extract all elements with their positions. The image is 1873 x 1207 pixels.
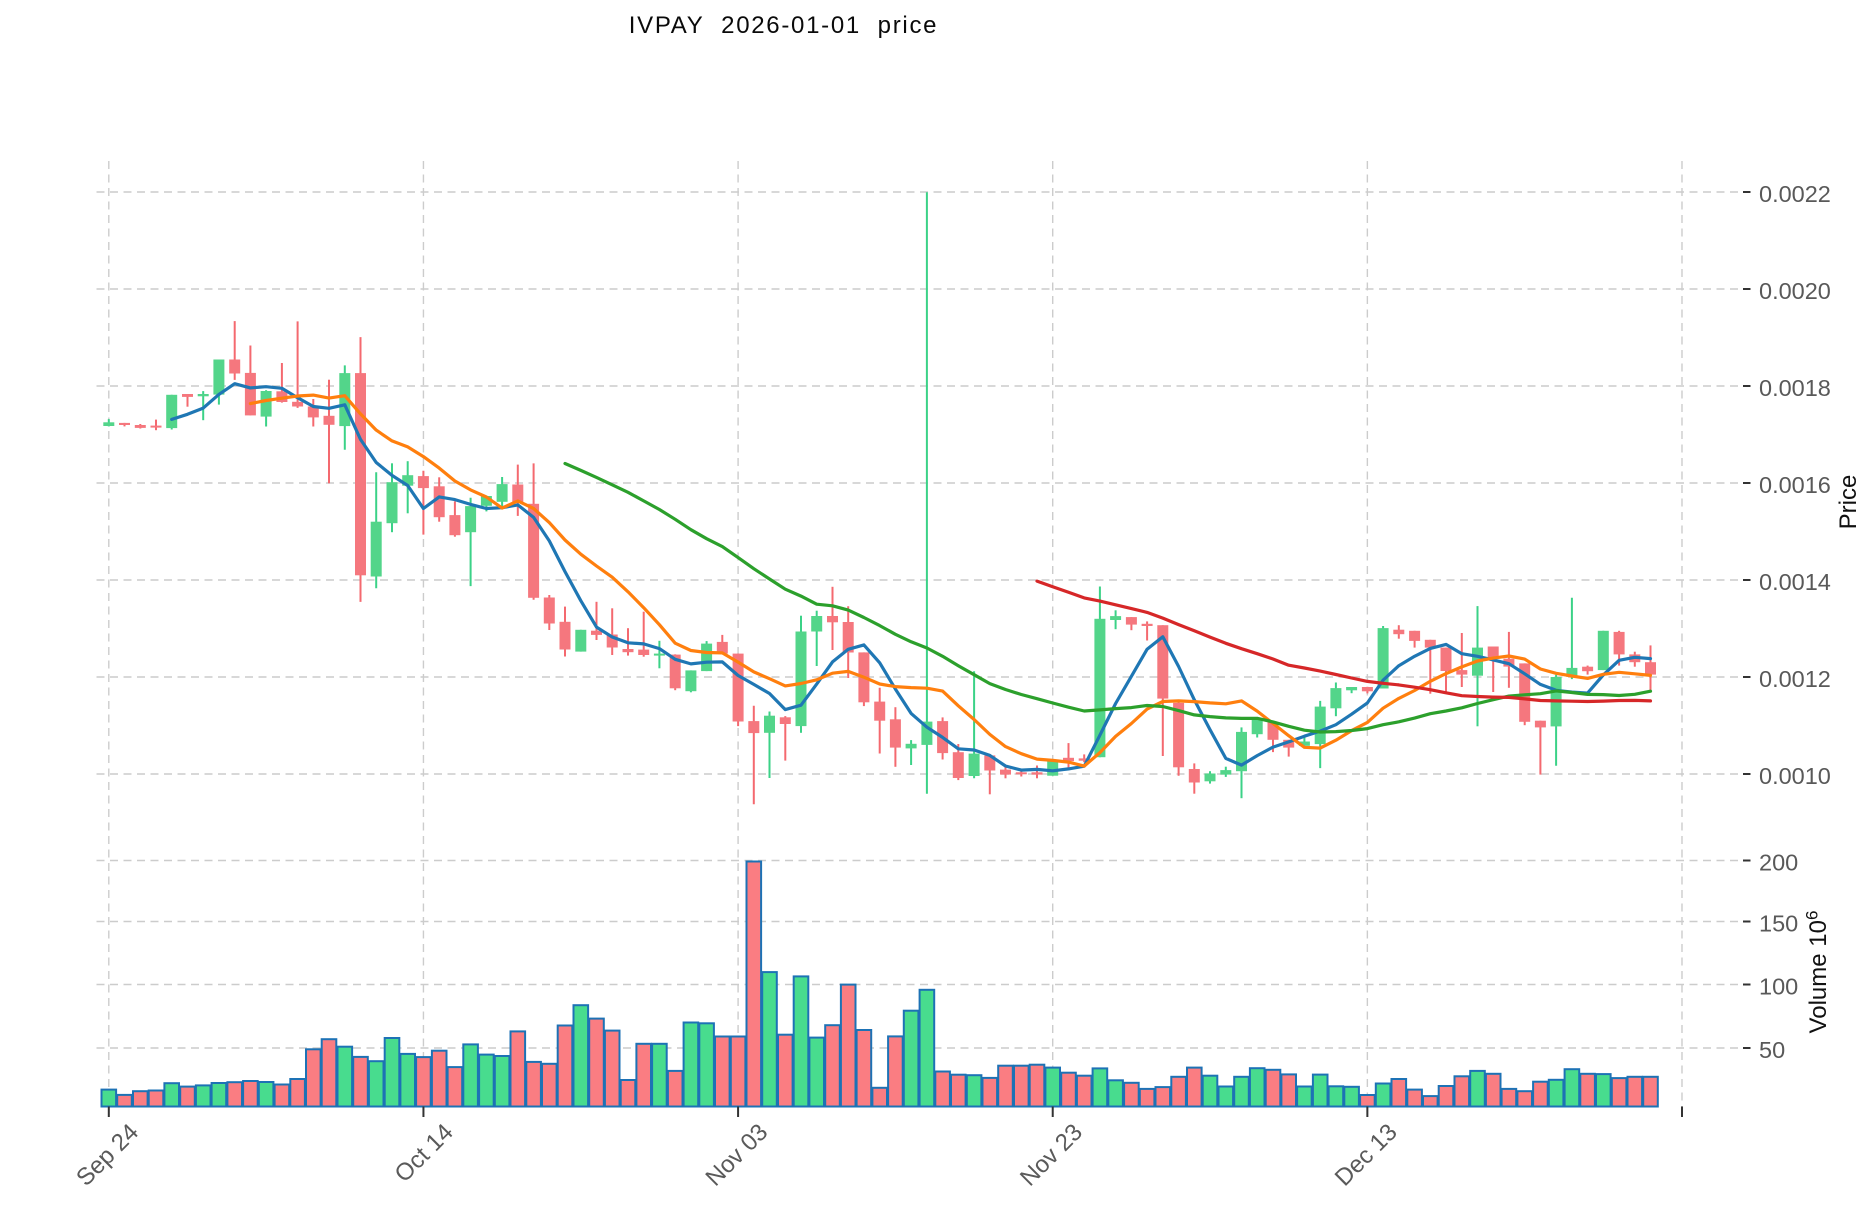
svg-text:50: 50: [1759, 1037, 1785, 1063]
svg-text:0.0022: 0.0022: [1759, 181, 1831, 207]
svg-text:0.0016: 0.0016: [1759, 472, 1831, 498]
svg-text:150: 150: [1759, 911, 1798, 937]
svg-text:IVPAY 2026-01-01 price: IVPAY 2026-01-01 price: [629, 12, 938, 39]
svg-text:0.0020: 0.0020: [1759, 278, 1831, 304]
svg-text:Volume 106: Volume 106: [1803, 911, 1833, 1034]
svg-text:Price: Price: [1835, 475, 1862, 530]
svg-text:0.0014: 0.0014: [1759, 569, 1831, 595]
svg-text:0.0010: 0.0010: [1759, 763, 1831, 789]
svg-text:200: 200: [1759, 850, 1798, 876]
svg-text:100: 100: [1759, 974, 1798, 1000]
svg-text:0.0012: 0.0012: [1759, 666, 1831, 692]
svg-text:0.0018: 0.0018: [1759, 375, 1831, 401]
